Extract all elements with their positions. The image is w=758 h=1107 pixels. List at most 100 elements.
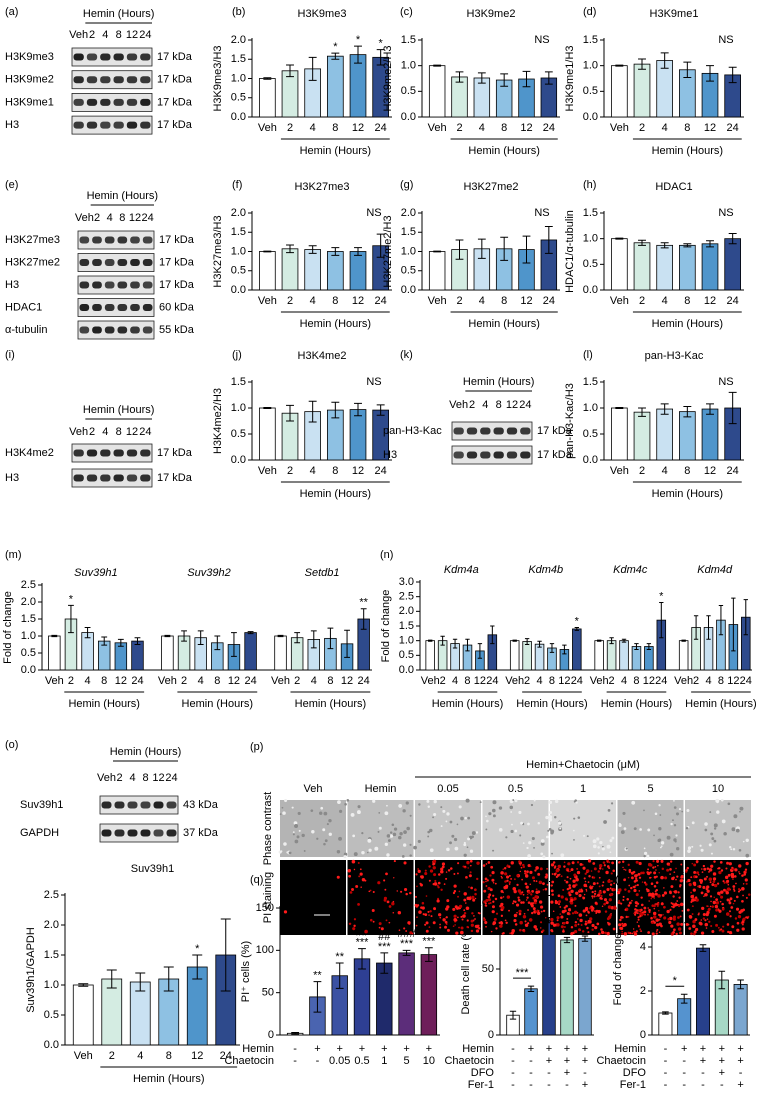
pi-cell (506, 879, 509, 882)
error-bar (106, 969, 117, 989)
error-bar (331, 247, 340, 256)
blot-band (104, 281, 115, 289)
y-tick-label: 0.5 (399, 649, 414, 661)
lane-label: 8 (496, 399, 502, 411)
pi-cell (467, 867, 469, 869)
pi-cell (640, 871, 643, 875)
pi-cell (624, 908, 627, 911)
pi-cell (531, 911, 534, 915)
blot-band (73, 121, 84, 129)
pi-cell (542, 882, 545, 886)
pi-cell (637, 916, 640, 919)
pi-cell (595, 912, 598, 914)
pi-cell (673, 928, 676, 932)
blot-band (142, 326, 153, 334)
cell-speck (288, 851, 292, 855)
pi-cell (447, 869, 451, 872)
pi-cell (705, 912, 709, 917)
lane-label: 24 (139, 29, 151, 41)
y-tick-label: 50 (482, 963, 494, 975)
lane-label: Veh (97, 772, 116, 784)
pi-cell (569, 870, 572, 873)
y-tick-label: 0.5 (583, 428, 598, 440)
cell-speck (554, 816, 557, 819)
y-tick-label: 1.0 (399, 635, 414, 647)
pi-cell (574, 921, 578, 924)
cell-speck (709, 811, 712, 814)
pi-cell (534, 895, 538, 899)
condition-mark: - (293, 1043, 297, 1055)
pi-cell (517, 896, 520, 899)
pi-cell (698, 912, 700, 914)
error-bar (500, 73, 509, 87)
bar (611, 407, 628, 461)
cell-speck (426, 799, 430, 803)
y-tick-label: 1.0 (231, 72, 246, 84)
pi-cell (536, 911, 541, 916)
pi-cell (626, 897, 629, 901)
blot-size: 17 kDa (537, 425, 573, 437)
cell-speck (592, 839, 597, 844)
error-bar (310, 630, 317, 649)
cell-speck (681, 810, 684, 813)
pi-cell (611, 880, 613, 882)
cell-speck (467, 816, 471, 820)
cell-speck (673, 799, 675, 802)
pi-cell (709, 881, 712, 884)
bar (48, 635, 61, 671)
significance-note: NS (718, 34, 733, 46)
pi-cell (584, 922, 588, 926)
cell-speck (458, 805, 462, 809)
pi-cell (743, 874, 746, 876)
pi-cell (532, 907, 536, 911)
bar (633, 63, 651, 118)
condition-mark: - (583, 1067, 587, 1079)
pi-cell (576, 861, 580, 864)
pi-cell (457, 862, 460, 865)
pi-cell (377, 881, 381, 885)
pi-cell (612, 869, 616, 873)
cell-speck (597, 846, 600, 849)
pi-cell (652, 920, 655, 923)
group-title: Suv39h2 (187, 567, 230, 579)
pi-cell (463, 909, 466, 912)
pi-cell (434, 908, 436, 910)
pi-cell (653, 875, 657, 879)
cell-speck (316, 837, 319, 840)
pi-cell (440, 870, 444, 874)
pi-cell (687, 923, 690, 926)
pi-cell (491, 910, 495, 914)
pi-cell (639, 914, 642, 918)
pi-cell (672, 915, 676, 919)
condition-mark: 0.05 (329, 1055, 350, 1067)
cell-speck (319, 811, 323, 815)
pi-cell (727, 873, 731, 877)
pi-cell (475, 929, 480, 933)
pi-cell (388, 921, 391, 924)
blot-band (73, 474, 84, 482)
blot-row-label: H3K9me1 (5, 96, 54, 108)
pi-cell (706, 889, 710, 893)
condition-mark: - (511, 1043, 515, 1055)
x-tick-label: Veh (74, 1050, 93, 1062)
pi-cell (466, 925, 469, 929)
cell-speck (550, 831, 554, 835)
y-tick-label: 0.0 (583, 454, 598, 466)
bar (274, 635, 287, 671)
blot-band (79, 236, 90, 244)
pi-cell (485, 898, 489, 902)
pi-cell (697, 885, 699, 888)
pi-cell (715, 908, 719, 912)
pi-cell (574, 904, 577, 907)
cell-speck (548, 827, 552, 831)
x-tick-label: 24 (727, 465, 739, 477)
condition-mark: - (720, 1079, 724, 1091)
cell-speck (732, 847, 736, 851)
pi-cell (631, 899, 633, 902)
pi-cell (608, 898, 612, 902)
pi-cell (745, 896, 748, 899)
pi-cell (570, 926, 574, 929)
pi-cell (405, 930, 408, 932)
significance-mark: *** (400, 938, 414, 950)
pi-cell (597, 909, 601, 914)
